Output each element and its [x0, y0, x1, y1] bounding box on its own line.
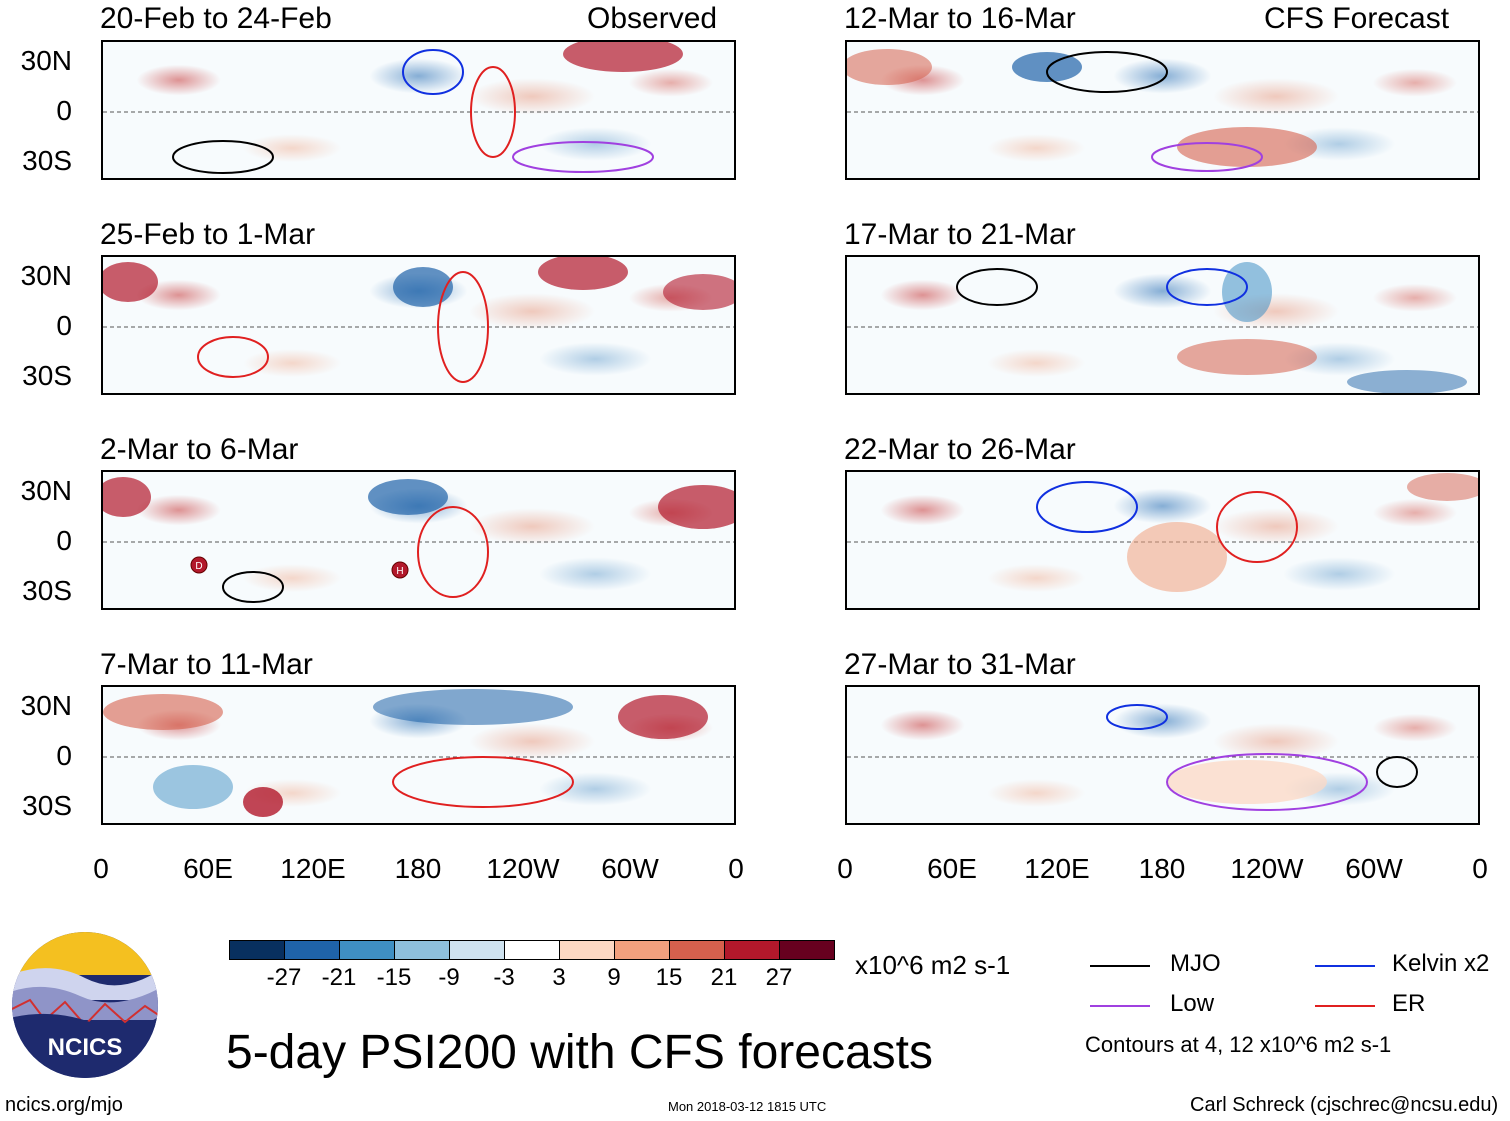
contour-overlay — [847, 49, 1478, 172]
ncics-logo: NCICS — [10, 930, 160, 1080]
colorbar-swatch — [284, 940, 340, 960]
lon-label: 0 — [1472, 853, 1488, 884]
colorbar-swatch — [339, 940, 395, 960]
legend-label-er: ER — [1392, 990, 1426, 1017]
storm-marker-d-icon — [190, 556, 208, 574]
lat-label-30s: 30S — [22, 575, 72, 606]
storm-marker-h-label: H — [396, 566, 403, 577]
colorbar-swatch — [394, 940, 450, 960]
colorbar-swatch — [614, 940, 670, 960]
lon-label: 60E — [183, 853, 233, 884]
legend-line-kelvin — [1315, 965, 1375, 967]
contour-overlay — [847, 473, 1478, 592]
lat-label-0: 0 — [56, 525, 72, 556]
lon-label: 120W — [1230, 853, 1304, 884]
map-panel-right-3 — [845, 470, 1480, 610]
footer-url[interactable]: ncics.org/mjo — [5, 1094, 123, 1116]
colorbar-tick-label: -15 — [376, 964, 412, 991]
lat-label-30n: 30N — [20, 690, 72, 721]
storm-marker-d-label: D — [195, 561, 202, 572]
legend-line-mjo — [1090, 965, 1150, 967]
colorbar-swatch — [449, 940, 505, 960]
map-panel-left-4 — [101, 685, 736, 825]
main-title: 5-day PSI200 with CFS forecasts — [226, 1026, 933, 1079]
colorbar-units: x10^6 m2 s-1 — [855, 950, 1011, 980]
logo-text: NCICS — [48, 1034, 123, 1061]
lon-label: 120W — [486, 853, 560, 884]
lon-label: 180 — [1138, 853, 1186, 884]
footer-author: Carl Schreck (cjschrec@ncsu.edu) — [1190, 1094, 1499, 1116]
contour-overlay — [103, 689, 734, 817]
colorbar-swatch — [669, 940, 725, 960]
colorbar-tick-label: 21 — [710, 964, 738, 991]
legend-label-low: Low — [1170, 990, 1215, 1017]
map-panel-right-2 — [845, 255, 1480, 395]
lat-label-0: 0 — [56, 310, 72, 341]
panel-title-right-3: 22-Mar to 26-Mar — [844, 433, 1076, 466]
contour-overlay: D H — [103, 477, 734, 603]
map-panel-left-1 — [101, 40, 736, 180]
lon-label: 0 — [837, 853, 853, 884]
lat-label-30s: 30S — [22, 360, 72, 391]
colorbar-swatch — [779, 940, 835, 960]
lon-label: 0 — [93, 853, 109, 884]
colorbar-tick-label: -9 — [438, 964, 460, 991]
lat-label-30n: 30N — [20, 260, 72, 291]
panel-title-right-1: 12-Mar to 16-Mar — [844, 2, 1076, 35]
panel-label-cfs-forecast: CFS Forecast — [1264, 2, 1450, 35]
lat-label-30s: 30S — [22, 145, 72, 176]
panel-title-left-4: 7-Mar to 11-Mar — [100, 648, 313, 681]
legend-label-mjo: MJO — [1170, 950, 1221, 977]
contour-overlay — [103, 42, 734, 174]
colorbar-swatch — [559, 940, 615, 960]
panel-title-right-2: 17-Mar to 21-Mar — [844, 218, 1076, 251]
lon-label: 0 — [728, 853, 744, 884]
colorbar-tick-label: 27 — [765, 964, 793, 991]
colorbar-tick-label: 9 — [607, 964, 621, 991]
storm-marker-h-icon — [391, 561, 409, 579]
lat-label-30s: 30S — [22, 790, 72, 821]
lon-label: 120E — [1024, 853, 1090, 884]
lon-label: 60E — [927, 853, 977, 884]
colorbar-tick-label: 3 — [552, 964, 566, 991]
lat-label-30n: 30N — [20, 475, 72, 506]
legend-label-kelvin: Kelvin x2 — [1392, 950, 1490, 977]
colorbar-tick-label: -3 — [493, 964, 515, 991]
panel-label-observed: Observed — [587, 2, 718, 35]
map-panel-right-1 — [845, 40, 1480, 180]
map-panel-left-2 — [101, 255, 736, 395]
lon-label: 120E — [280, 853, 346, 884]
colorbar-swatch — [504, 940, 560, 960]
lat-label-0: 0 — [56, 95, 72, 126]
legend-line-low — [1090, 1005, 1150, 1007]
lat-label-0: 0 — [56, 740, 72, 771]
panel-title-right-4: 27-Mar to 31-Mar — [844, 648, 1076, 681]
legend-line-er — [1315, 1005, 1375, 1007]
colorbar-tick-label: -27 — [266, 964, 302, 991]
legend-note: Contours at 4, 12 x10^6 m2 s-1 — [1085, 1032, 1392, 1057]
panel-title-left-3: 2-Mar to 6-Mar — [100, 433, 299, 466]
map-panel-right-4 — [845, 685, 1480, 825]
lon-label: 180 — [394, 853, 442, 884]
lat-label-30n: 30N — [20, 45, 72, 76]
lon-label: 60W — [601, 853, 659, 884]
contour-overlay — [847, 704, 1478, 811]
colorbar-swatch — [229, 940, 285, 960]
contour-overlay — [103, 257, 734, 383]
colorbar-tick-label: -21 — [321, 964, 357, 991]
contour-overlay — [847, 262, 1478, 393]
panel-title-left-1: 20-Feb to 24-Feb — [100, 2, 332, 35]
colorbar-tick-label: 15 — [655, 964, 683, 991]
lon-label: 60W — [1345, 853, 1403, 884]
colorbar-swatch — [724, 940, 780, 960]
panel-title-left-2: 25-Feb to 1-Mar — [100, 218, 316, 251]
map-panel-left-3: D H — [101, 470, 736, 610]
footer-timestamp: Mon 2018-03-12 1815 UTC — [668, 1099, 827, 1114]
